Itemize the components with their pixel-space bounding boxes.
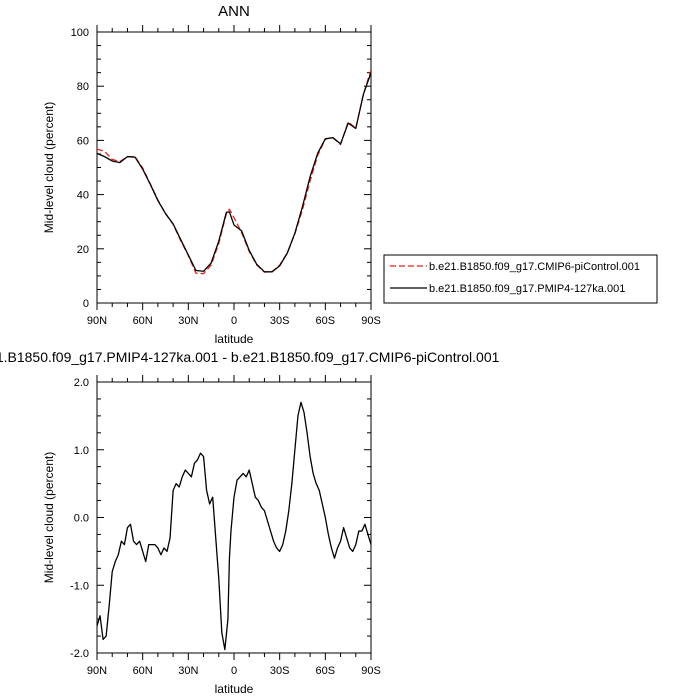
- x-tick-label: 60N: [133, 315, 153, 327]
- legend: b.e21.B1850.f09_g17.CMIP6-piControl.001b…: [383, 254, 658, 304]
- y-tick-label: 2.0: [74, 377, 89, 389]
- y-axis-label: Mid-level cloud (percent): [42, 102, 56, 233]
- x-axis-label: latitude: [215, 682, 254, 696]
- legend-label: b.e21.B1850.f09_g17.PMIP4-127ka.001: [429, 283, 625, 295]
- x-tick-label: 30S: [270, 315, 290, 327]
- x-tick-label: 0: [231, 315, 237, 327]
- legend-label: b.e21.B1850.f09_g17.CMIP6-piControl.001: [429, 261, 640, 273]
- x-tick-label: 0: [231, 665, 237, 677]
- y-tick-label: -1.0: [70, 580, 89, 592]
- y-tick-label: 0.0: [74, 513, 89, 525]
- x-tick-label: 60N: [133, 665, 153, 677]
- series-line-2: [97, 72, 371, 273]
- x-tick-label: 60S: [316, 665, 336, 677]
- y-tick-label: 80: [77, 81, 89, 93]
- y-tick-label: 0: [83, 298, 89, 310]
- x-tick-label: 90N: [87, 665, 107, 677]
- y-tick-label: 100: [71, 27, 89, 39]
- y-tick-label: -2.0: [70, 648, 89, 660]
- y-tick-label: 40: [77, 190, 89, 202]
- x-tick-label: 60S: [316, 315, 336, 327]
- series-line-1: [97, 69, 371, 275]
- x-axis-label: latitude: [215, 332, 254, 346]
- series-line-1: [97, 401, 371, 651]
- x-tick-label: 90S: [361, 315, 381, 327]
- plot-frame: [96, 31, 372, 304]
- x-tick-label: 30N: [178, 665, 198, 677]
- chart-panel-2: b.e21.B1850.f09_g17.PMIP4-127ka.001 - b.…: [0, 349, 500, 696]
- legend-box: [383, 254, 658, 304]
- y-axis-label: Mid-level cloud (percent): [42, 452, 56, 583]
- y-tick-label: 60: [77, 135, 89, 147]
- chart-panel-1: ANN 0 20 40 60 80 100 90N 60N 30N 0 30S 60S 90S latitu…: [42, 3, 658, 346]
- plot-frame: [96, 381, 372, 654]
- chart-title: ANN: [218, 3, 250, 20]
- y-tick-label: 1.0: [74, 445, 89, 457]
- y-tick-label: 20: [77, 244, 89, 256]
- x-tick-label: 30N: [178, 315, 198, 327]
- x-tick-label: 30S: [270, 665, 290, 677]
- x-tick-label: 90N: [87, 315, 107, 327]
- x-tick-label: 90S: [361, 665, 381, 677]
- chart-title: b.e21.B1850.f09_g17.PMIP4-127ka.001 - b.…: [0, 349, 500, 365]
